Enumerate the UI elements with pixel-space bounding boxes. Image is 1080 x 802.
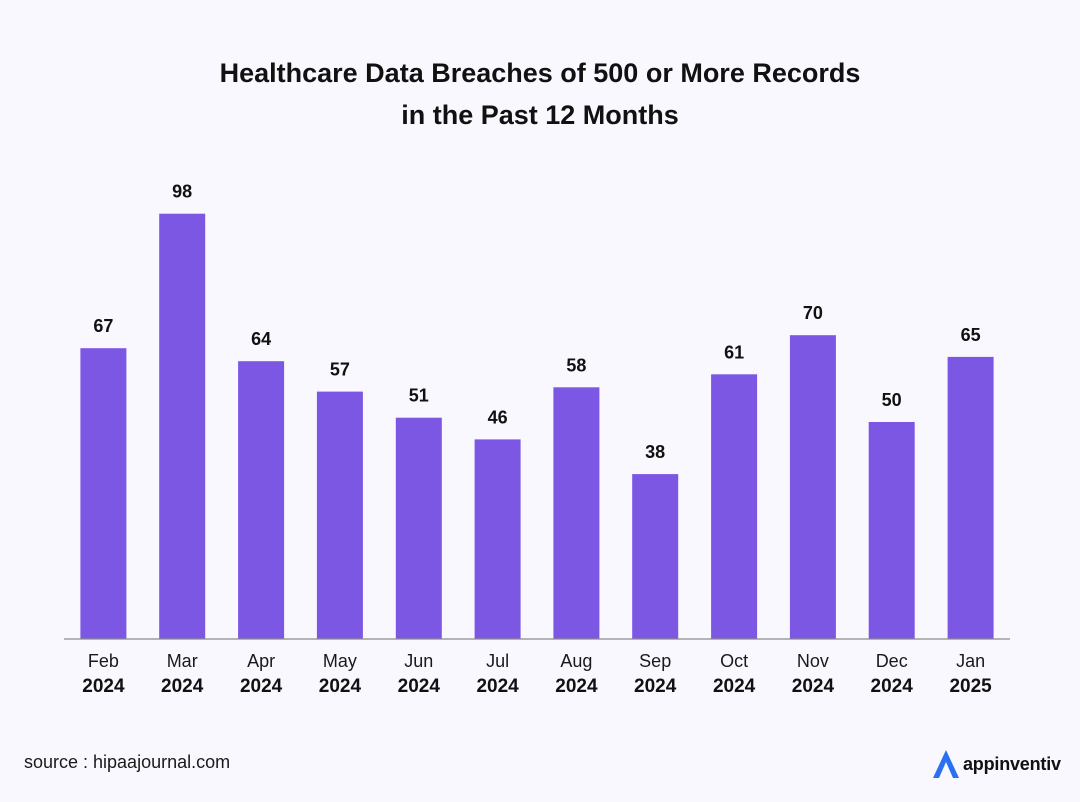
tick-label-month-may-2024: May (323, 651, 357, 671)
tick-label-month-aug-2024: Aug (560, 651, 592, 671)
bar-nov-2024 (789, 335, 836, 639)
bar-jun-2024 (395, 417, 442, 639)
bar-aug-2024 (553, 387, 600, 639)
tick-label-year-nov-2024: 2024 (792, 676, 835, 697)
tick-label-month-nov-2024: Nov (797, 651, 829, 671)
tick-label-year-jul-2024: 2024 (476, 676, 519, 697)
tick-label-month-apr-2024: Apr (247, 651, 275, 671)
data-label-jan-2025: 65 (961, 325, 981, 345)
tick-label-year-mar-2024: 2024 (161, 676, 204, 697)
data-label-jul-2024: 46 (488, 407, 508, 427)
chart-title-line-2: in the Past 12 Months (401, 100, 679, 130)
tick-label-month-oct-2024: Oct (720, 651, 748, 671)
tick-label-month-mar-2024: Mar (167, 651, 198, 671)
data-label-may-2024: 57 (330, 360, 350, 380)
appinventiv-logo-icon (933, 750, 959, 778)
brand-name: appinventiv (963, 753, 1061, 774)
tick-label-year-jan-2025: 2025 (949, 676, 992, 697)
data-label-mar-2024: 98 (172, 182, 192, 202)
data-label-aug-2024: 58 (566, 355, 586, 375)
bar-jul-2024 (474, 439, 521, 639)
bar-dec-2024 (868, 422, 915, 639)
tick-label-year-feb-2024: 2024 (82, 676, 125, 697)
data-label-nov-2024: 70 (803, 303, 823, 323)
tick-label-month-jun-2024: Jun (404, 651, 433, 671)
brand-logo: appinventiv (932, 747, 1061, 781)
bar-sep-2024 (632, 474, 679, 639)
data-label-sep-2024: 38 (645, 442, 665, 462)
tick-label-month-sep-2024: Sep (639, 651, 671, 671)
bar-jan-2025 (947, 356, 994, 639)
source-credit: source : hipaajournal.com (24, 752, 231, 772)
tick-label-year-may-2024: 2024 (319, 676, 362, 697)
tick-label-month-jul-2024: Jul (486, 651, 509, 671)
bar-oct-2024 (711, 374, 758, 639)
data-label-jun-2024: 51 (409, 386, 429, 406)
data-label-oct-2024: 61 (724, 342, 744, 362)
chart-title: Healthcare Data Breaches of 500 or More … (0, 52, 1080, 136)
data-label-apr-2024: 64 (251, 329, 271, 349)
data-label-dec-2024: 50 (882, 390, 902, 410)
bar-apr-2024 (238, 361, 285, 639)
bar-may-2024 (316, 391, 363, 639)
tick-label-year-aug-2024: 2024 (555, 676, 598, 697)
data-label-feb-2024: 67 (93, 316, 113, 336)
tick-label-year-dec-2024: 2024 (871, 676, 914, 697)
tick-label-month-jan-2025: Jan (956, 651, 985, 671)
tick-label-year-sep-2024: 2024 (634, 676, 677, 697)
bar-mar-2024 (159, 213, 206, 639)
tick-label-year-oct-2024: 2024 (713, 676, 756, 697)
chart-title-line-1: Healthcare Data Breaches of 500 or More … (219, 58, 861, 88)
tick-label-year-apr-2024: 2024 (240, 676, 283, 697)
tick-label-year-jun-2024: 2024 (398, 676, 441, 697)
tick-label-month-dec-2024: Dec (876, 651, 908, 671)
tick-label-month-feb-2024: Feb (88, 651, 119, 671)
bar-feb-2024 (80, 348, 127, 639)
